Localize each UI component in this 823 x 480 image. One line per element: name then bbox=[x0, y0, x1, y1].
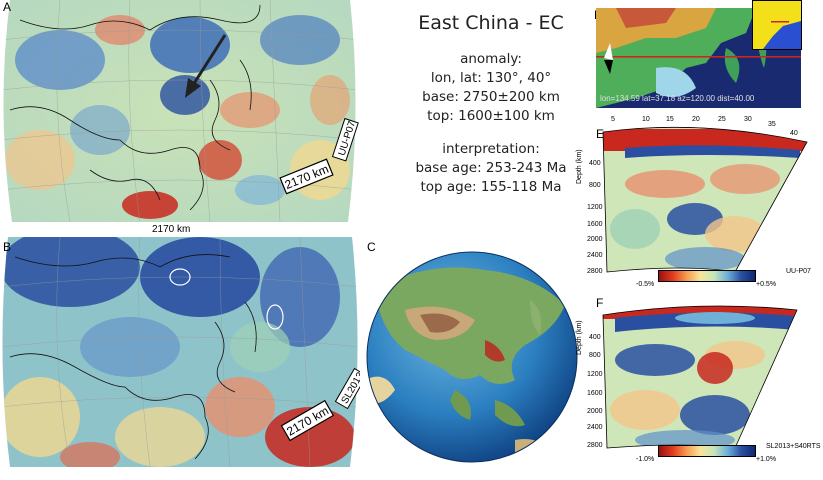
panel-e-label: E bbox=[596, 127, 605, 141]
anomaly-arrow bbox=[185, 34, 227, 98]
panel-a-caption: 2170 km bbox=[152, 224, 191, 235]
e-x-tick: 15 bbox=[666, 116, 674, 123]
f-y-tick: 1600 bbox=[587, 390, 603, 397]
f-y-tick: 2400 bbox=[587, 424, 603, 431]
e-ylabel: Depth (km) bbox=[576, 149, 583, 184]
panel-a-label: A bbox=[3, 0, 12, 14]
panel-c-label: C bbox=[367, 240, 376, 254]
f-ylabel: Depth (km) bbox=[576, 320, 583, 355]
f-scale-min: -1.0% bbox=[636, 456, 655, 463]
f-y-tick: 2000 bbox=[587, 408, 603, 415]
interpretation-base-age: base age: 253-243 Ma bbox=[415, 160, 567, 176]
e-y-tick: 2800 bbox=[587, 268, 603, 275]
interpretation-top-age: top age: 155-118 Ma bbox=[420, 179, 562, 195]
e-y-tick: 400 bbox=[589, 160, 601, 167]
e-x-tick: 25 bbox=[718, 116, 726, 123]
e-y-tick: 2000 bbox=[587, 236, 603, 243]
panel-a-tomography-map: 2170 km UU-P07 bbox=[0, 0, 360, 222]
panel-b-label: B bbox=[3, 240, 12, 254]
colorbar-f bbox=[658, 445, 756, 457]
info-block: East China - EC anomaly: lon, lat: 130°,… bbox=[372, 12, 610, 197]
e-y-tick: 1600 bbox=[587, 221, 603, 228]
interpretation-heading: interpretation: bbox=[442, 141, 540, 157]
e-y-tick: 1200 bbox=[587, 204, 603, 211]
f-y-tick: 400 bbox=[589, 334, 601, 341]
panel-d-regional-map: lon=134.59 lat=37.18 az=120.00 dist=40.0… bbox=[596, 8, 801, 108]
panel-f-cross-section bbox=[585, 300, 815, 450]
inset-locator-map bbox=[752, 0, 802, 50]
panel-f-label: F bbox=[596, 296, 604, 310]
e-x-tick: 35 bbox=[768, 121, 776, 128]
panel-e-cross-section bbox=[585, 124, 815, 274]
anomaly-lonlat: lon, lat: 130°, 40° bbox=[430, 70, 552, 86]
e-x-tick: 40 bbox=[790, 130, 798, 137]
f-y-tick: 1200 bbox=[587, 371, 603, 378]
f-scale-max: +1.0% bbox=[756, 456, 777, 463]
panel-b-tomography-map: 2170 km SL2013 bbox=[0, 237, 360, 467]
f-y-tick: 2800 bbox=[587, 442, 603, 449]
e-y-tick: 800 bbox=[589, 182, 601, 189]
svg-text:lon=134.59 lat=37.18 az=120.00: lon=134.59 lat=37.18 az=120.00 dist=40.0… bbox=[600, 94, 755, 103]
page-title: East China - EC bbox=[418, 12, 564, 34]
colorbar-e bbox=[658, 270, 756, 282]
panel-c-globe bbox=[365, 250, 580, 465]
e-x-tick: 20 bbox=[692, 116, 700, 123]
e-y-tick: 2400 bbox=[587, 252, 603, 259]
f-y-tick: 800 bbox=[589, 352, 601, 359]
e-x-tick: 30 bbox=[744, 116, 752, 123]
e-scale-min: -0.5% bbox=[636, 281, 655, 288]
f-model-name: SL2013+S40RTS bbox=[766, 443, 821, 450]
anomaly-top: top: 1600±100 km bbox=[427, 108, 555, 124]
e-model-name: UU-P07 bbox=[786, 268, 811, 275]
e-x-tick: 10 bbox=[642, 116, 650, 123]
e-x-tick: 5 bbox=[611, 116, 615, 123]
anomaly-base: base: 2750±200 km bbox=[422, 89, 560, 105]
anomaly-heading: anomaly: bbox=[460, 51, 522, 67]
e-scale-max: +0.5% bbox=[756, 281, 777, 288]
